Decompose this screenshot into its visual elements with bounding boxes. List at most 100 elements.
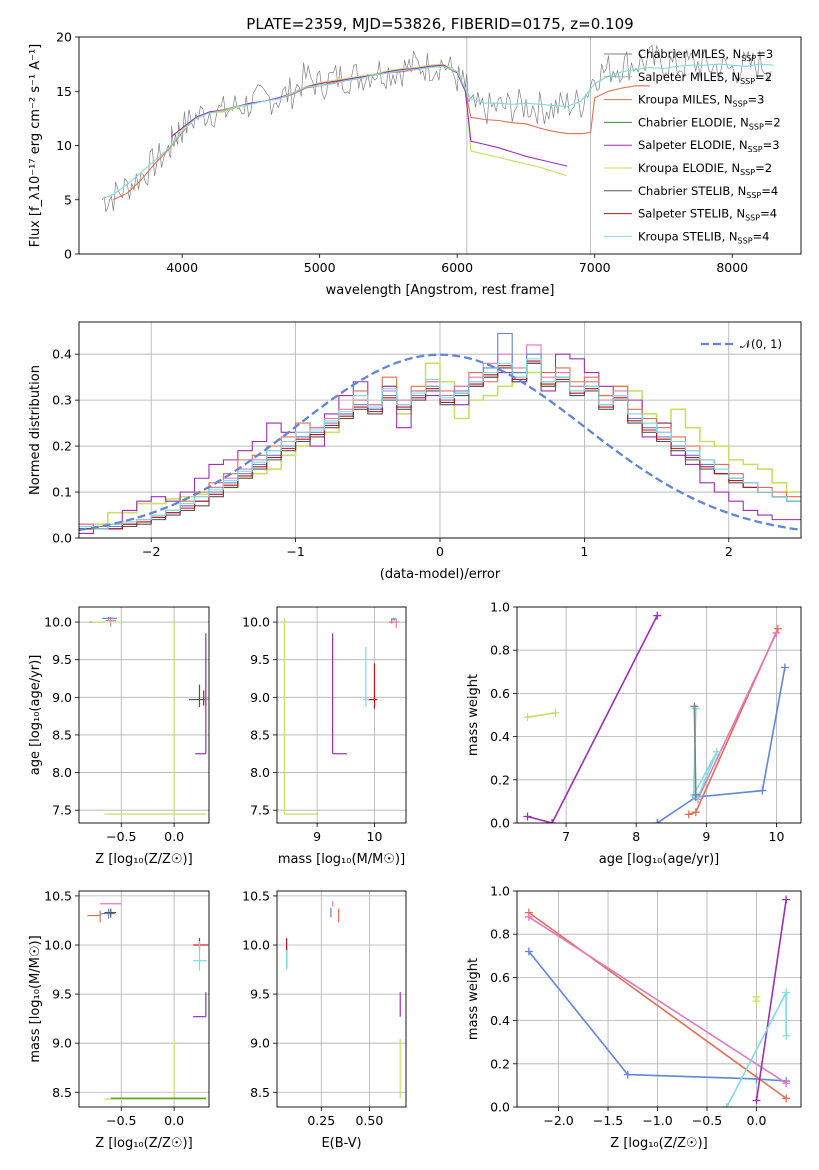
legend-nssp: =3: [748, 93, 765, 107]
weight-data-point: [690, 702, 699, 711]
y-tick-label: 0.0: [52, 531, 72, 546]
legend-label: Salpeter STELIB, NSSP=4: [638, 207, 777, 223]
y-tick-label: 10.0: [44, 938, 72, 953]
weight-data-point: [773, 624, 782, 633]
weight-series-line: [528, 916, 787, 1084]
y-tick-label: 8.5: [250, 727, 270, 742]
weight-data-point: [772, 628, 781, 637]
x-axis-label: E(B-V): [321, 1136, 361, 1151]
x-tick-label: 8: [632, 829, 640, 844]
y-tick-label: 0.6: [490, 970, 510, 985]
y-tick-label: 8.0: [52, 765, 72, 780]
plot-area-age_vs_mass: [283, 617, 400, 815]
weight-series-line: [527, 615, 658, 823]
legend-label: Salpeter ELODIE, NSSP=3: [638, 138, 780, 154]
y-tick-label: 0.2: [490, 1056, 510, 1071]
y-axis-label: mass weight: [466, 674, 481, 756]
y-tick-label: 10.0: [242, 615, 270, 630]
y-tick-label: 0: [64, 247, 72, 262]
legend-subscript: SSP: [738, 236, 753, 245]
weight-data-point: [782, 988, 791, 997]
x-tick-label: 0.0: [164, 829, 184, 844]
legend-nssp: =4: [761, 184, 778, 198]
legend-label: Salpeter MILES, NSSP=2: [638, 70, 772, 86]
x-tick-label: 9: [702, 829, 710, 844]
weight-data-point: [752, 1096, 761, 1105]
y-tick-label: 8.5: [52, 727, 72, 742]
axes-frame: [276, 606, 407, 824]
weight-data-point: [782, 1079, 791, 1088]
axes-frame: [78, 321, 802, 539]
x-axis-label: wavelength [Angstrom, rest frame]: [326, 283, 555, 298]
legend-label: 𝒩(0, 1): [740, 337, 782, 351]
weight-data-point: [691, 790, 700, 799]
x-axis-label: Z [log₁₀(Z/Z☉)]: [95, 1136, 192, 1151]
y-tick-label: 0.2: [52, 439, 72, 454]
y-tick-label: 10.0: [44, 615, 72, 630]
y-tick-label: 0.0: [490, 1100, 510, 1115]
y-tick-label: 0.3: [52, 393, 72, 408]
legend-nssp: =4: [753, 229, 770, 243]
axes-frame: [516, 606, 802, 824]
axes-frame: [78, 36, 802, 255]
weight-data-point: [524, 912, 533, 921]
weight-series-line: [693, 706, 697, 795]
y-tick-label: 8.0: [250, 765, 270, 780]
y-tick-label: 0.6: [490, 686, 510, 701]
y-tick-label: 0.1: [52, 485, 72, 500]
x-tick-label: 4000: [166, 260, 198, 275]
x-tick-label: −0.5: [692, 1113, 722, 1128]
plot-area-weight_vs_age: [523, 611, 789, 823]
x-tick-label: 2: [725, 544, 733, 559]
x-tick-label: 0.50: [355, 1113, 383, 1128]
legend-label: Chabrier MILES, NSSP=3: [638, 47, 773, 63]
weight-data-point: [780, 663, 789, 672]
x-axis-label: age [log₁₀(age/yr)]: [599, 852, 720, 867]
weight-data-point: [782, 1094, 791, 1103]
y-tick-label: 9.0: [250, 1036, 270, 1051]
x-tick-label: 7: [562, 829, 570, 844]
x-tick-label: 0.0: [747, 1113, 767, 1128]
spectrum-line-kroupa-miles: [113, 65, 650, 201]
y-tick-label: 0.2: [490, 772, 510, 787]
y-tick-label: 0.0: [490, 816, 510, 831]
y-tick-label: 9.5: [250, 652, 270, 667]
plot-area-mass_vs_ebv: [286, 900, 401, 1099]
y-tick-label: 20: [56, 30, 72, 45]
legend-nssp: =2: [755, 161, 772, 175]
axes-frame: [78, 606, 210, 824]
legend-subscript: SSP: [733, 100, 748, 109]
x-axis-label: Z [log₁₀(Z/Z☉)]: [95, 852, 192, 867]
x-tick-label: 0.0: [164, 1113, 184, 1128]
y-tick-label: 10: [56, 138, 72, 153]
weight-data-point: [758, 786, 767, 795]
y-tick-label: 1.0: [490, 884, 510, 899]
axes-frame: [516, 890, 802, 1108]
legend-label: Kroupa ELODIE, NSSP=2: [638, 161, 772, 177]
y-tick-label: 1.0: [490, 600, 510, 615]
plot-area-residuals: [79, 332, 801, 534]
weight-data-point: [523, 713, 532, 722]
x-tick-label: −1.5: [593, 1113, 623, 1128]
x-tick-label: −1: [286, 544, 304, 559]
legend-nssp: =3: [763, 138, 780, 152]
weight-series-line: [527, 712, 556, 718]
axes-weight_vs_age: 7 8 9 10 0.0 0.2 0.4 0.6 0.8 1.0 age [log₁₀(age/yr…: [466, 600, 802, 867]
axes-frame: [276, 890, 407, 1108]
x-tick-label: −2.0: [543, 1113, 573, 1128]
weight-data-point: [653, 819, 662, 823]
weight-series-line: [528, 950, 787, 1082]
plot-area-weight_vs_Z: [524, 895, 791, 1107]
weight-data-point: [524, 947, 533, 956]
x-tick-label: 1: [580, 544, 588, 559]
axes-residuals: −2 −1 0 1 2 0.0 0.1 0.2 0.3 0.4 (data-model)/error…: [28, 321, 802, 582]
weight-data-point: [782, 895, 791, 904]
y-tick-label: 7.5: [52, 803, 72, 818]
legend-subscript: SSP: [741, 54, 756, 63]
y-tick-label: 0.4: [490, 1013, 510, 1028]
x-axis-label: mass [log₁₀(M/M☉)]: [278, 852, 405, 867]
weight-data-point: [523, 812, 532, 821]
x-tick-label: −1.0: [642, 1113, 672, 1128]
y-tick-label: 9.0: [250, 690, 270, 705]
y-axis-label: Normed distribution: [28, 365, 43, 495]
